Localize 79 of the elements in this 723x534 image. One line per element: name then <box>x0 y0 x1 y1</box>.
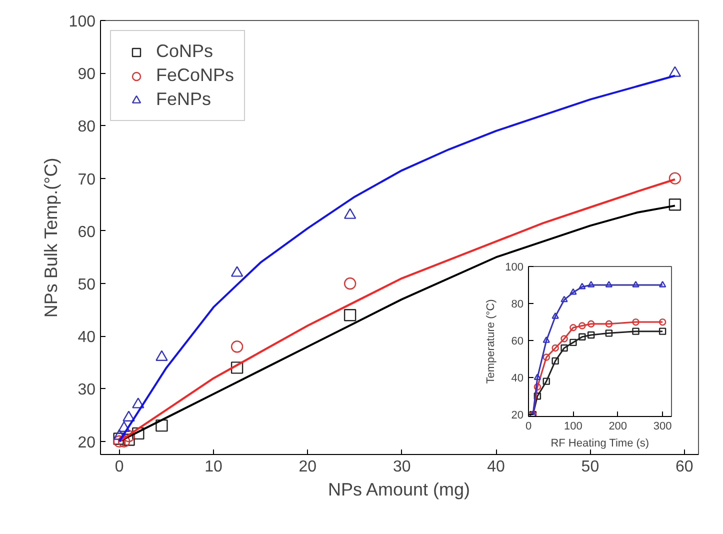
point <box>230 340 244 353</box>
point <box>605 330 613 337</box>
x-axis-title: RF Heating Time (s) <box>550 438 650 450</box>
x-tick-label: 200 <box>608 420 628 432</box>
point <box>578 322 586 330</box>
point <box>587 280 595 288</box>
point <box>156 419 168 432</box>
point <box>552 312 559 319</box>
x-tick-label: 300 <box>653 420 672 432</box>
point <box>570 288 577 295</box>
point <box>668 66 682 77</box>
y-axis-title: NPs Bulk Temp.(°C) <box>40 158 61 318</box>
x-tick-label: 100 <box>564 420 582 432</box>
y-tick-label: 30 <box>78 382 96 399</box>
x-tick-label: 20 <box>298 458 317 476</box>
y-axis-title: Temperature (°C) <box>485 299 498 384</box>
point <box>113 429 126 440</box>
y-tick-label: 50 <box>78 276 96 294</box>
point <box>542 354 550 361</box>
point <box>668 198 682 211</box>
point <box>578 282 586 290</box>
x-tick-label: 40 <box>487 458 506 476</box>
point <box>344 277 356 290</box>
point <box>552 357 559 365</box>
point <box>534 374 542 380</box>
point <box>605 280 613 288</box>
point <box>542 378 550 385</box>
y-tick-label: 80 <box>511 298 524 311</box>
point <box>658 328 666 335</box>
point <box>118 435 130 448</box>
point <box>632 318 640 326</box>
point <box>578 333 586 340</box>
legend-label: FeNPs <box>156 89 212 110</box>
point <box>122 410 135 422</box>
y-tick-label: 60 <box>78 224 96 241</box>
point <box>587 331 595 339</box>
point <box>156 350 168 361</box>
point <box>230 266 244 277</box>
y-tick-label: 60 <box>511 336 524 348</box>
point <box>658 280 666 288</box>
point <box>605 320 613 328</box>
point <box>560 335 568 342</box>
point <box>230 362 244 374</box>
point <box>113 435 126 448</box>
point <box>344 308 356 322</box>
point <box>668 172 682 184</box>
y-tick-label: 90 <box>78 66 96 84</box>
point <box>534 392 542 400</box>
x-tick-label: 0 <box>114 458 124 476</box>
point <box>132 398 144 408</box>
y-tick-label: 20 <box>511 410 524 422</box>
point <box>570 338 577 346</box>
point <box>132 427 144 440</box>
y-tick-label: 70 <box>78 171 96 188</box>
x-tick-label: 0 <box>525 420 532 432</box>
x-axis-title: NPs Amount (mg) <box>328 480 470 500</box>
point <box>587 320 595 328</box>
point <box>632 280 640 288</box>
y-tick-label: 80 <box>78 118 96 136</box>
x-tick-label: 10 <box>204 458 223 476</box>
point <box>560 344 568 352</box>
point <box>344 208 356 219</box>
y-tick-label: 20 <box>78 434 96 452</box>
y-tick-label: 100 <box>68 14 96 30</box>
point <box>560 296 568 302</box>
y-tick-label: 100 <box>505 262 524 274</box>
point <box>542 336 550 343</box>
x-tick-label: 30 <box>392 458 411 476</box>
y-tick-label: 40 <box>511 372 524 385</box>
y-tick-label: 40 <box>78 329 96 346</box>
point <box>570 324 577 332</box>
point <box>118 421 130 432</box>
point <box>632 328 640 335</box>
point <box>552 344 559 352</box>
x-tick-label: 50 <box>581 458 600 476</box>
point <box>534 383 542 390</box>
legend-label: FeCoNPs <box>156 65 234 86</box>
legend-label: CoNPs <box>156 41 214 62</box>
x-tick-label: 60 <box>675 458 694 476</box>
